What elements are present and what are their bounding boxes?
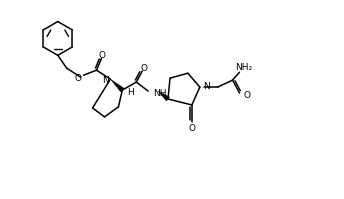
- Text: NH: NH: [153, 89, 166, 98]
- Text: O: O: [189, 124, 195, 133]
- Text: O: O: [244, 91, 250, 100]
- Text: O: O: [99, 51, 106, 60]
- Text: O: O: [75, 74, 82, 83]
- Text: H: H: [127, 88, 134, 97]
- Polygon shape: [158, 91, 170, 101]
- Text: N: N: [203, 82, 209, 91]
- Polygon shape: [110, 79, 124, 92]
- Text: NH₂: NH₂: [235, 63, 252, 72]
- Text: O: O: [141, 64, 148, 73]
- Text: N: N: [102, 76, 108, 85]
